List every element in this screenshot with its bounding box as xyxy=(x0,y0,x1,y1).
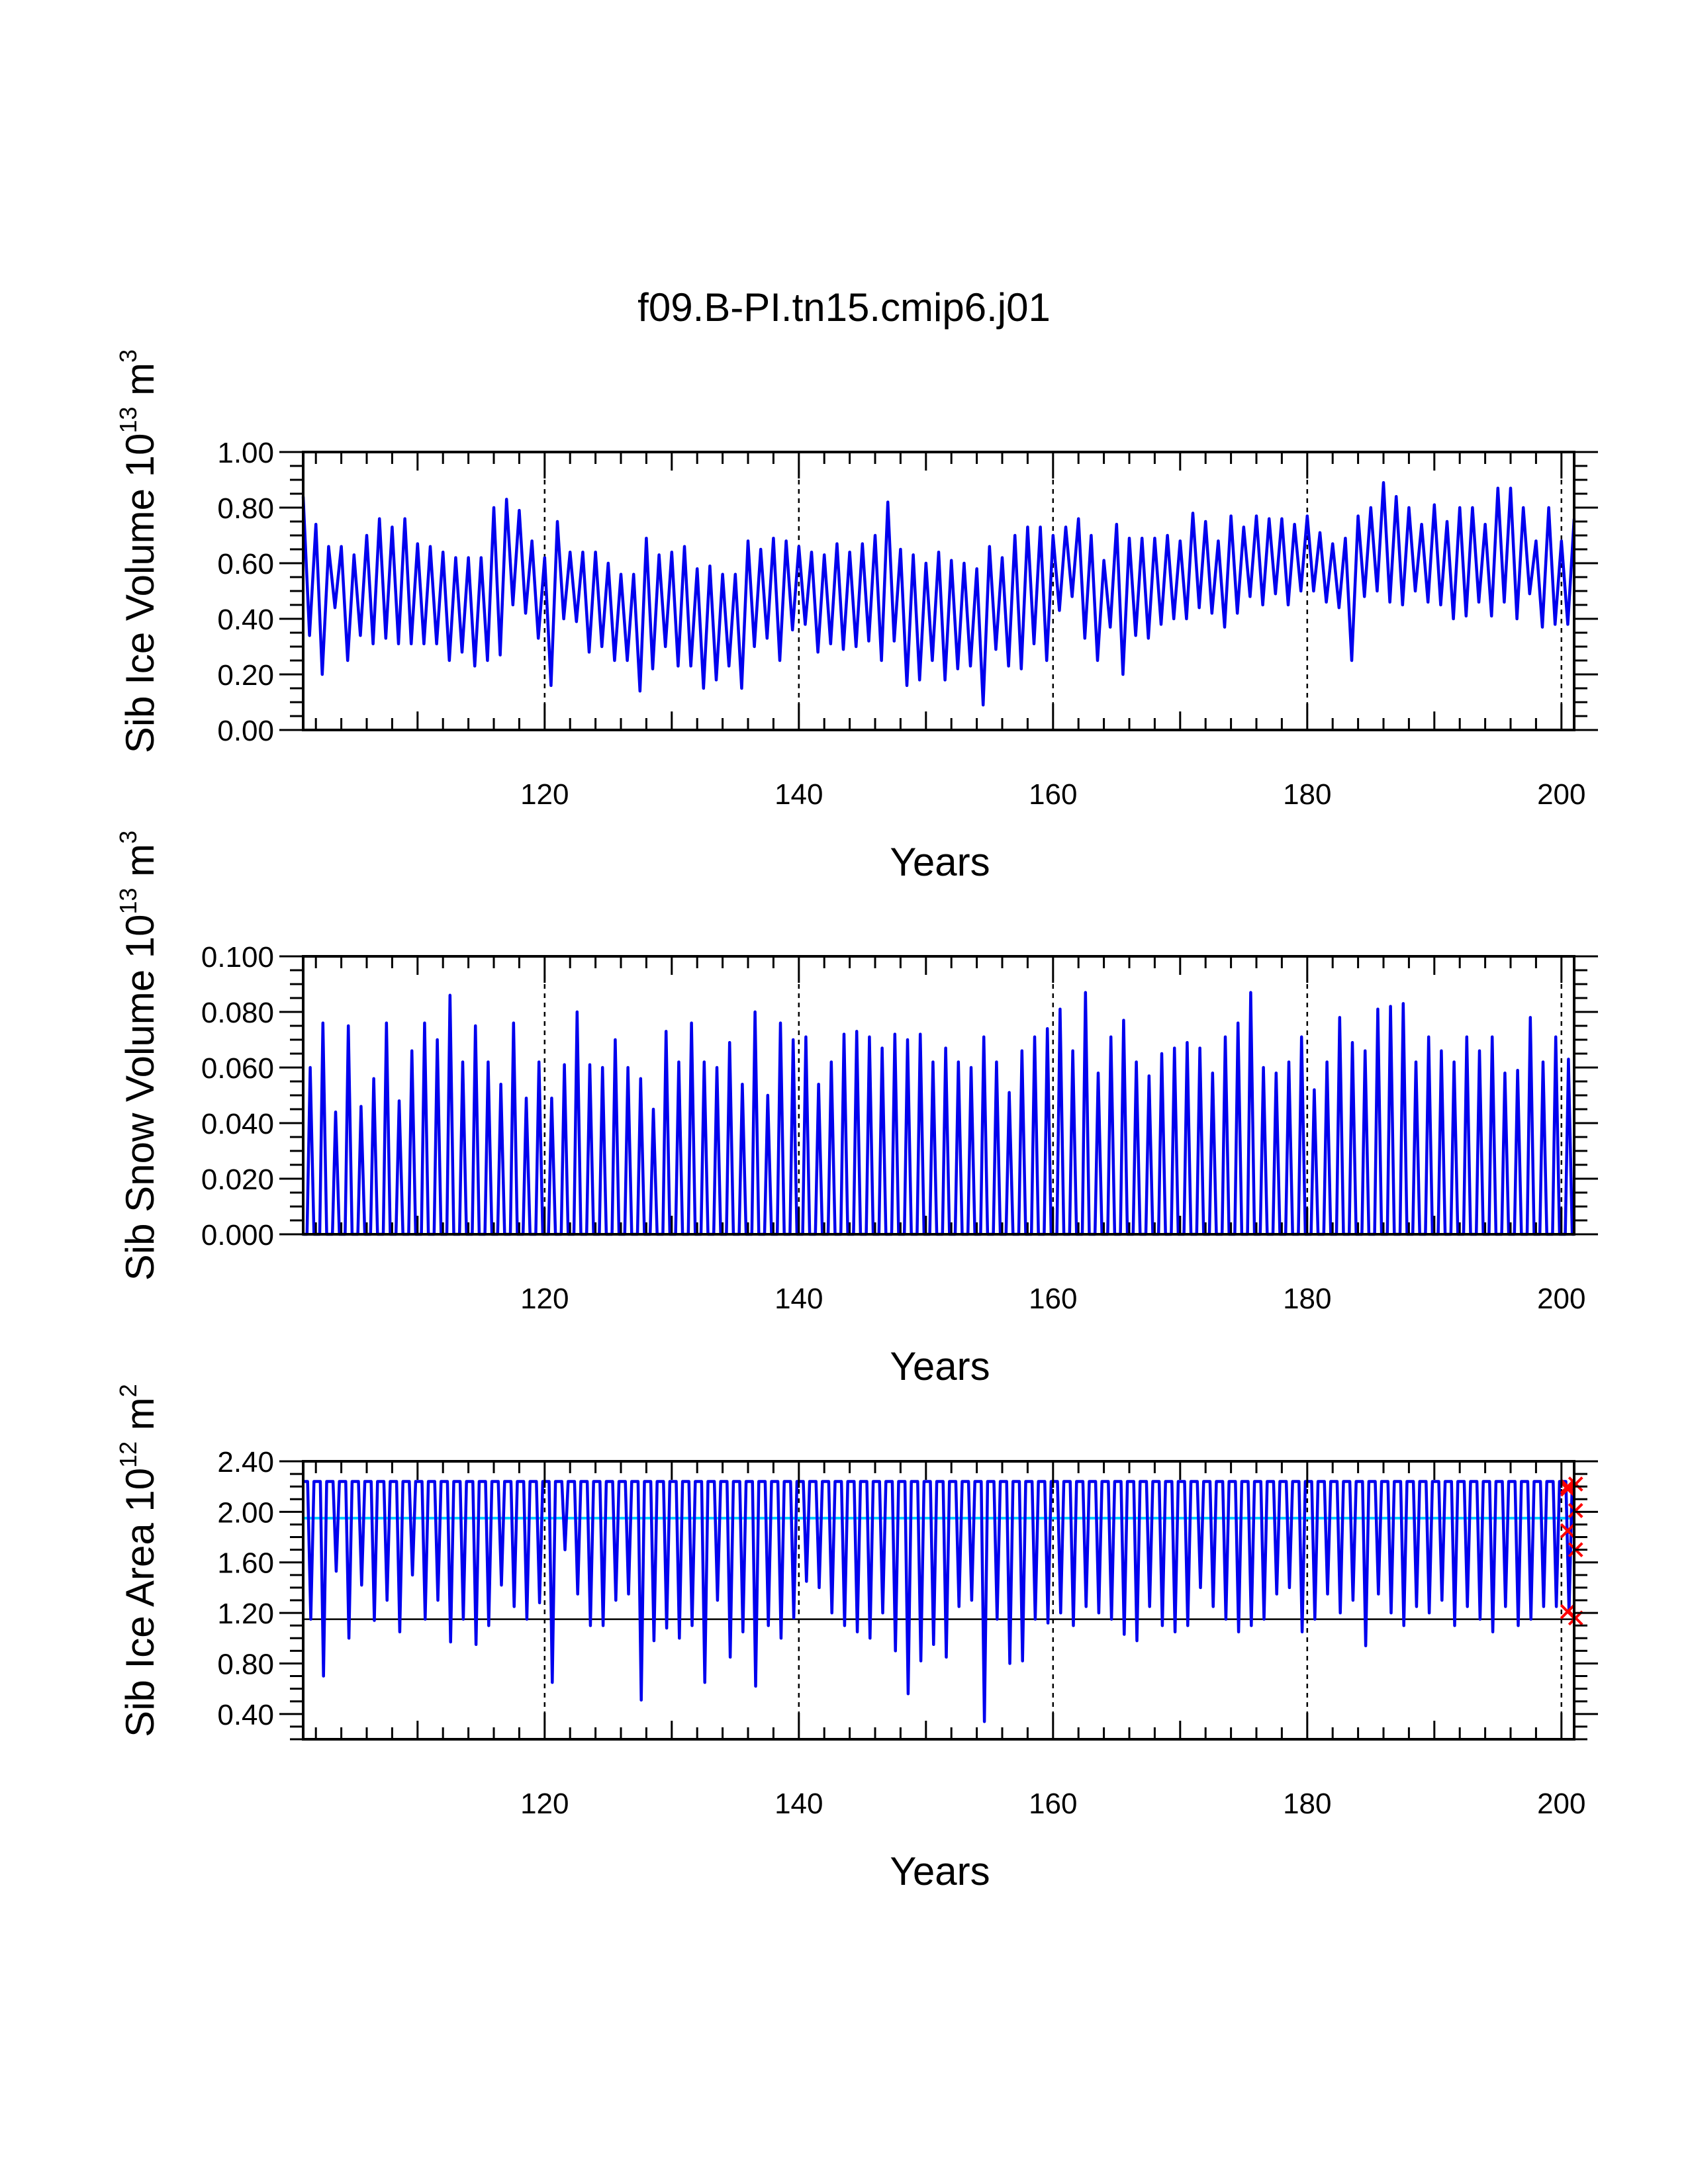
series-line-ice-volume xyxy=(301,480,1576,707)
x-axis-title: Years xyxy=(890,840,990,884)
plot-frame xyxy=(302,1460,1575,1741)
page-title: f09.B-PI.tn15.cmip6.j01 xyxy=(637,285,1051,330)
y-tick-label: 0.040 xyxy=(201,1108,274,1140)
x-axis-title: Years xyxy=(890,1849,990,1893)
y-tick-label: 0.060 xyxy=(201,1052,274,1085)
y-tick-label: 0.00 xyxy=(217,715,274,747)
x-tick-label: 120 xyxy=(520,1788,569,1820)
x-tick-label: 140 xyxy=(774,1788,823,1820)
y-tick-label: 0.000 xyxy=(201,1219,274,1251)
red-marker xyxy=(1568,1503,1583,1518)
y-tick-label: 0.40 xyxy=(217,1699,274,1731)
panel-snow-volume: 0.000 0.020 0.040 0.060 0.080 0.100 120 140 160 1… xyxy=(115,831,1598,1388)
series-line-ice-area xyxy=(303,1480,1574,1723)
x-tick-label: 120 xyxy=(520,778,569,811)
plot-frame xyxy=(302,955,1575,1236)
y-axis-title-unit-exp: 3 xyxy=(115,349,142,363)
x-tick-label: 200 xyxy=(1537,1283,1585,1315)
x-tick-label: 180 xyxy=(1283,1283,1331,1315)
y-tick-label: 0.60 xyxy=(217,548,274,580)
y-tick-label: 1.20 xyxy=(217,1598,274,1630)
x-tick-label: 180 xyxy=(1283,778,1331,811)
y-axis-title-unit-exp: 3 xyxy=(115,831,142,844)
panel-ice-volume: 0.00 0.20 0.40 0.60 0.80 1.00 120 140 160 180 200 Y… xyxy=(115,349,1598,884)
x-tick-label: 180 xyxy=(1283,1788,1331,1820)
series-line-snow-volume xyxy=(303,991,1574,1236)
x-tick-label: 140 xyxy=(774,1283,823,1315)
y-axis-title-exp: 13 xyxy=(115,887,142,914)
y-axis-title: Sib Snow Volume 1013 m3 xyxy=(115,831,162,1281)
y-tick-label: 0.80 xyxy=(217,1648,274,1680)
red-marker xyxy=(1560,1523,1575,1539)
y-axis-title-exp: 13 xyxy=(115,407,142,433)
red-marker xyxy=(1568,1476,1583,1492)
y-axis-title-unit-exp: 2 xyxy=(115,1384,142,1397)
y-axis-title-unit: m xyxy=(118,844,162,888)
y-axis-title-prefix: Sib Snow Volume 10 xyxy=(118,915,162,1281)
y-axis-title-unit: m xyxy=(118,1397,162,1441)
y-axis-title: Sib Ice Area 1012 m2 xyxy=(115,1384,162,1737)
y-axis-title-unit: m xyxy=(118,363,162,407)
x-tick-label: 200 xyxy=(1537,1788,1585,1820)
x-tick-label: 200 xyxy=(1537,778,1585,811)
y-tick-label: 2.40 xyxy=(217,1446,274,1479)
y-axis-title: Sib Ice Volume 1013 m3 xyxy=(115,349,162,753)
y-axis-title-prefix: Sib Ice Volume 10 xyxy=(118,433,162,754)
y-tick-label: 0.80 xyxy=(217,492,274,525)
y-tick-label: 0.100 xyxy=(201,941,274,974)
x-tick-label: 140 xyxy=(774,778,823,811)
y-tick-label: 0.080 xyxy=(201,997,274,1029)
x-tick-label: 120 xyxy=(520,1283,569,1315)
x-tick-label: 160 xyxy=(1029,1283,1077,1315)
y-tick-label: 2.00 xyxy=(217,1496,274,1529)
y-tick-label: 1.00 xyxy=(217,437,274,469)
red-marker xyxy=(1560,1481,1575,1497)
y-tick-label: 0.020 xyxy=(201,1163,274,1196)
x-tick-label: 160 xyxy=(1029,778,1077,811)
y-tick-label: 0.20 xyxy=(217,659,274,692)
y-axis-title-prefix: Sib Ice Area 10 xyxy=(118,1468,162,1737)
y-tick-label: 0.40 xyxy=(217,604,274,636)
panel-ice-area: 0.40 0.80 1.20 1.60 2.00 2.40 120 140 160 180 200 Y… xyxy=(115,1384,1598,1893)
y-axis-title-exp: 12 xyxy=(115,1441,142,1468)
y-tick-label: 1.60 xyxy=(217,1547,274,1580)
x-axis-title: Years xyxy=(890,1344,990,1388)
x-tick-label: 160 xyxy=(1029,1788,1077,1820)
